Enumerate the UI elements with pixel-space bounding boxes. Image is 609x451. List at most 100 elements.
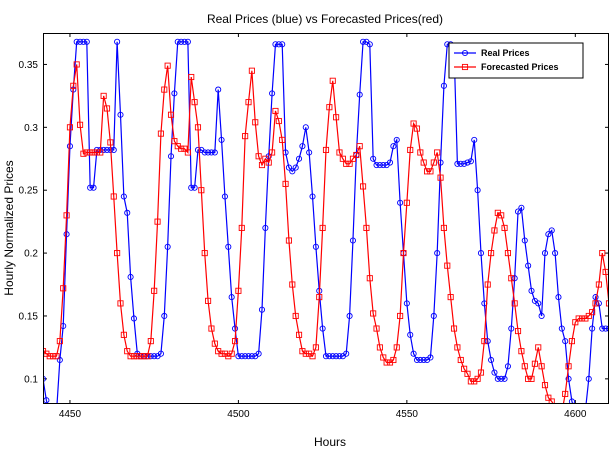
data-point	[427, 354, 434, 361]
data-point	[548, 398, 555, 404]
data-point	[407, 331, 414, 338]
data-point	[238, 353, 245, 360]
data-point	[107, 139, 114, 146]
data-point	[279, 41, 286, 48]
data-point	[477, 369, 485, 376]
y-tick-label: 0.2	[24, 249, 38, 260]
data-point	[568, 338, 575, 345]
data-point	[376, 162, 383, 169]
data-point	[592, 300, 599, 307]
data-point	[356, 143, 363, 150]
data-point	[248, 67, 255, 74]
data-point	[424, 168, 431, 175]
data-point	[501, 224, 508, 231]
data-point	[242, 133, 249, 140]
data-point	[366, 41, 373, 48]
data-point	[541, 382, 549, 389]
data-point	[444, 262, 451, 269]
plot-background	[43, 33, 609, 404]
data-point	[319, 325, 326, 332]
data-point	[390, 143, 397, 150]
plot-area: 4450 4500 4550 4600 0.1 0.15 0.2 0.25 0.3 0.35	[19, 33, 609, 420]
data-point	[46, 353, 53, 360]
data-point	[215, 86, 222, 93]
data-point	[302, 350, 309, 357]
data-point	[201, 149, 208, 156]
data-point	[194, 124, 202, 131]
data-point	[528, 287, 535, 294]
data-point	[255, 350, 262, 357]
data-point	[285, 164, 292, 171]
data-point	[181, 145, 188, 152]
data-point	[63, 212, 70, 219]
data-point	[548, 227, 555, 234]
data-point	[80, 38, 87, 45]
series-forecasted-prices	[43, 61, 609, 404]
data-point	[437, 174, 444, 181]
data-point	[481, 338, 488, 345]
data-point	[272, 41, 279, 48]
data-point	[420, 159, 427, 166]
data-point	[346, 160, 353, 167]
data-point	[363, 224, 370, 231]
data-point	[488, 356, 495, 364]
data-point	[430, 312, 437, 320]
data-point	[279, 136, 286, 143]
data-point	[592, 294, 599, 301]
data-point	[245, 353, 252, 360]
data-point	[157, 130, 164, 137]
data-point	[211, 149, 218, 156]
data-point	[319, 224, 326, 231]
data-point	[562, 338, 569, 345]
data-point	[370, 310, 377, 317]
data-point	[269, 149, 276, 156]
data-point	[218, 136, 225, 143]
data-point	[545, 231, 552, 238]
data-point	[117, 111, 124, 118]
data-point	[292, 312, 299, 320]
data-point	[289, 281, 296, 288]
data-point	[326, 353, 333, 360]
x-axis-title: Hours	[314, 435, 346, 449]
data-point	[154, 218, 161, 225]
y-tick-label: 0.25	[19, 186, 39, 197]
data-point	[565, 375, 572, 382]
data-point	[83, 149, 90, 156]
data-point	[205, 297, 212, 304]
data-point	[376, 344, 383, 351]
data-point	[329, 353, 336, 360]
data-point	[110, 193, 117, 200]
data-point	[427, 168, 434, 175]
data-point	[400, 250, 407, 257]
data-point	[511, 300, 518, 307]
data-point	[589, 325, 596, 332]
data-point	[306, 149, 313, 156]
data-point	[336, 353, 343, 360]
data-point	[535, 344, 542, 351]
data-point	[309, 353, 316, 360]
data-point	[545, 394, 552, 401]
data-point	[100, 92, 107, 99]
data-point	[498, 375, 505, 382]
data-point	[326, 104, 333, 111]
data-point	[208, 325, 215, 332]
data-point	[461, 365, 468, 372]
series-layer	[43, 38, 609, 404]
data-point	[353, 151, 360, 159]
data-point	[161, 86, 168, 93]
data-point	[484, 281, 491, 288]
data-point	[117, 300, 124, 307]
data-point	[390, 356, 397, 364]
data-point	[245, 99, 252, 106]
data-point	[265, 159, 272, 166]
data-point	[151, 353, 158, 360]
x-tick-label: 4550	[396, 409, 419, 420]
data-point	[521, 363, 528, 370]
data-point	[83, 38, 90, 45]
data-point	[171, 138, 178, 145]
data-point	[511, 275, 518, 282]
data-point	[248, 353, 255, 360]
data-point	[103, 105, 111, 112]
data-point	[93, 149, 100, 156]
